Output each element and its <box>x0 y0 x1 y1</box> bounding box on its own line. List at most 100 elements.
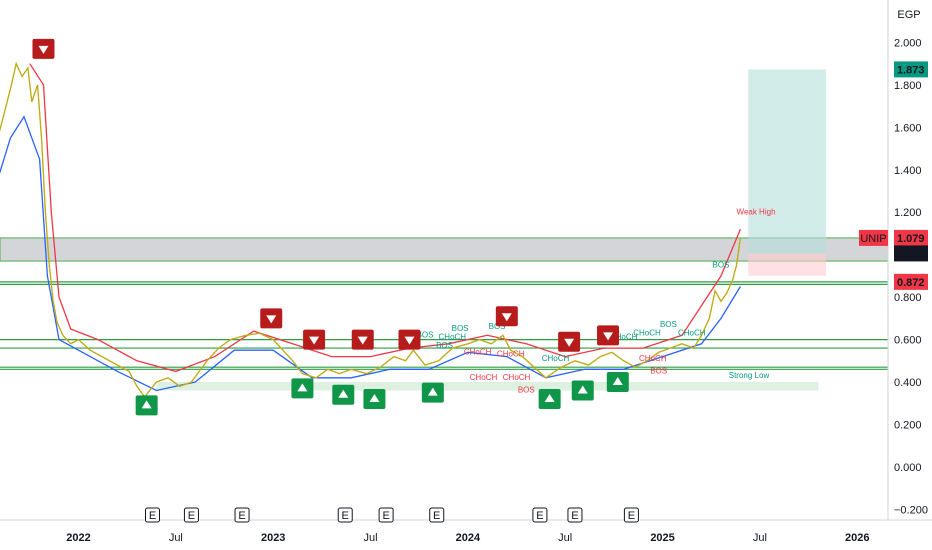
structure-label-10: CHoCH <box>542 354 570 363</box>
structure-label-8: CHoCH <box>503 373 531 382</box>
annotation-0: Weak High <box>737 207 776 216</box>
earnings-marker-5[interactable] <box>429 507 445 523</box>
zones-layer <box>0 69 889 391</box>
x-tick-label-4: 2024 <box>456 532 481 544</box>
levels-layer <box>0 281 888 370</box>
stop-zone <box>748 253 827 276</box>
price-tag-label-0: 1.873 <box>897 64 925 76</box>
structure-label-5: CHoCH <box>464 347 492 356</box>
structure-label-2: BOS <box>452 324 469 333</box>
structure-label-17: BOS <box>650 367 667 376</box>
structure-label-6: CHoCH <box>497 350 525 359</box>
earnings-marker-label-1: E <box>188 510 195 522</box>
earnings-marker-2[interactable] <box>234 507 250 523</box>
signals-layer[interactable] <box>32 38 629 416</box>
x-ticks: 2022 Jul 2023 Jul 2024 Jul 2025 Jul 2026 <box>66 532 869 544</box>
y-tick-label-1: 1.800 <box>894 80 922 92</box>
earnings-marker-label-3: E <box>342 510 349 522</box>
price-tag-2 <box>894 245 928 262</box>
structure-label-14: BOS <box>660 320 677 329</box>
sell-arrow-icon <box>564 338 575 347</box>
structure-label-11: CHoCH <box>610 333 638 342</box>
earnings-marker-label-4: E <box>382 510 389 522</box>
price-line-overlay <box>0 62 741 398</box>
y-tick-label-8: 0.200 <box>894 419 922 431</box>
structure-label-4: BOS <box>436 341 453 350</box>
support-line <box>0 115 741 392</box>
y-tick-label-10: −0.200 <box>894 504 928 516</box>
structure-label-3: BOS <box>489 322 506 331</box>
earnings-marker-4[interactable] <box>378 507 394 523</box>
sell-arrow-icon <box>266 315 277 324</box>
structure-label-16: BOS <box>713 260 730 269</box>
earnings-marker-7[interactable] <box>567 507 583 523</box>
lines-layer <box>0 61 742 399</box>
buy-arrow-icon <box>141 400 152 409</box>
structure-label-13: CHoCH <box>639 354 667 363</box>
x-tick-label-7: Jul <box>753 532 767 544</box>
time-axis[interactable]: 2022 Jul 2023 Jul 2024 Jul 2025 Jul 2026 E E E E E E E… <box>0 507 932 544</box>
structure-label-1: CHoCH <box>439 333 467 342</box>
earnings-marker-label-8: E <box>628 510 635 522</box>
price-tags: 1.873 UNIP 1.079 1.006 0.872 <box>859 61 928 290</box>
earnings-marker-label-5: E <box>433 510 440 522</box>
y-tick-label-5: 0.800 <box>894 292 922 304</box>
x-tick-label-0: 2022 <box>66 532 90 544</box>
x-tick-label-1: Jul <box>169 532 183 544</box>
earnings-marker-6[interactable] <box>532 507 548 523</box>
annotation-1: Strong Low <box>729 371 770 380</box>
structure-label-7: CHoCH <box>470 373 498 382</box>
currency-label: EGP <box>897 9 920 21</box>
price-tag-0 <box>894 61 928 78</box>
earnings-marker-label-2: E <box>238 510 245 522</box>
earnings-marker-8[interactable] <box>623 507 639 523</box>
earnings-marker-label-7: E <box>571 510 578 522</box>
sell-arrow-icon <box>501 313 512 322</box>
sell-arrow-icon <box>357 336 368 345</box>
x-tick-label-8: 2026 <box>845 532 869 544</box>
y-tick-label-7: 0.400 <box>894 377 922 389</box>
x-tick-label-2: 2023 <box>261 532 285 544</box>
earnings-marker-1[interactable] <box>183 507 199 523</box>
sell-arrow-icon <box>38 45 49 54</box>
buy-arrow-icon <box>369 394 380 403</box>
buy-arrow-icon <box>612 377 623 386</box>
buy-arrow-icon <box>427 387 438 396</box>
price-tag-label-1: 1.079 <box>897 233 925 245</box>
sell-arrow-icon <box>404 336 415 345</box>
symbol-tag <box>859 229 888 246</box>
sell-arrow-icon <box>309 336 320 345</box>
buy-arrow-icon <box>577 385 588 394</box>
y-tick-label-0: 2.000 <box>894 37 922 49</box>
price-tag-1 <box>894 229 928 246</box>
x-tick-label-5: Jul <box>558 532 572 544</box>
structure-label-12: CHoCH <box>633 328 661 337</box>
symbol-tag-label: UNIP <box>860 233 886 245</box>
buy-arrow-icon <box>544 394 555 403</box>
earnings-marker-label-0: E <box>149 510 156 522</box>
buy-arrow-icon <box>297 383 308 392</box>
price-axis[interactable]: EGP 2.000 1.800 1.600 1.400 1.200 0.800 0.600 0… <box>859 0 932 520</box>
y-tick-label-4: 1.200 <box>894 207 922 219</box>
price-tag-label-3: 0.872 <box>897 277 925 289</box>
structure-label-15: CHoCH <box>678 328 706 337</box>
structure-label-9: BOS <box>518 386 535 395</box>
x-tick-label-3: Jul <box>364 532 378 544</box>
target-zone <box>748 69 827 254</box>
resistance-line <box>29 63 742 373</box>
sell-arrow-icon <box>603 332 614 341</box>
y-tick-label-9: 0.000 <box>894 462 922 474</box>
earnings-marker-3[interactable] <box>337 507 353 523</box>
y-tick-label-2: 1.600 <box>894 122 922 134</box>
y-tick-label-6: 0.600 <box>894 335 922 347</box>
buy-arrow-icon <box>338 389 349 398</box>
y-ticks: 2.000 1.800 1.600 1.400 1.200 0.800 0.600 0.400… <box>894 37 928 516</box>
earnings-marker-0[interactable] <box>144 507 160 523</box>
structure-label-0: BOS <box>417 330 434 339</box>
earnings-marker-label-6: E <box>536 510 543 522</box>
x-tick-label-6: 2025 <box>650 532 674 544</box>
y-tick-label-3: 1.400 <box>894 165 922 177</box>
price-tag-3 <box>894 273 928 290</box>
